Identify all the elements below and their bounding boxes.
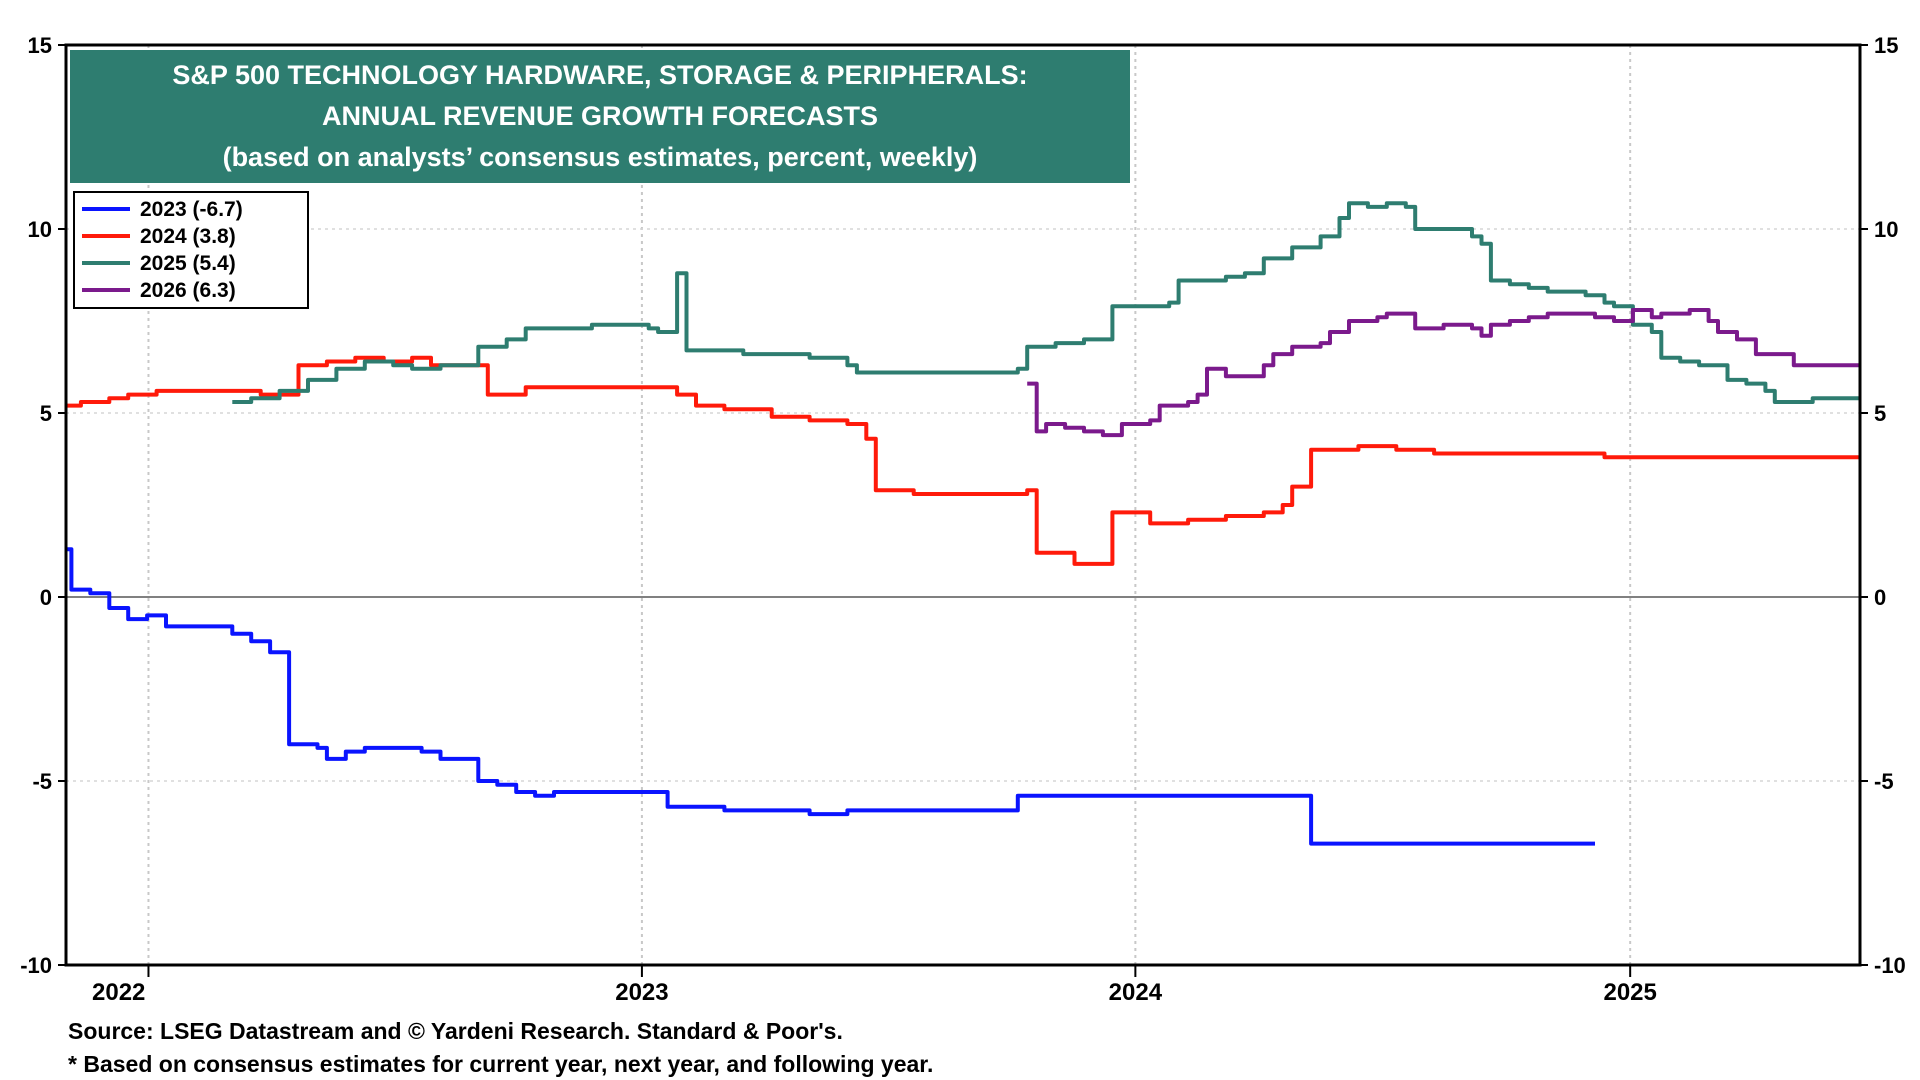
x-tick-label: 2024 (1109, 979, 1163, 1006)
x-tick-label: 2023 (615, 979, 668, 1006)
y-tick-label-left: -10 (20, 953, 52, 978)
source-note: Source: LSEG Datastream and © Yardeni Re… (68, 1018, 843, 1044)
series-layer (66, 201, 1860, 846)
y-tick-label-left: 10 (28, 217, 52, 242)
y-tick-label-right: 5 (1874, 401, 1886, 426)
legend-label-4: 2026 (6.3) (140, 279, 236, 302)
y-tick-label-right: 0 (1874, 585, 1886, 610)
legend: 2023 (-6.7) 2024 (3.8) 2025 (5.4) 2026 (6.3… (73, 191, 309, 309)
series-line-1 (66, 547, 1595, 846)
series-line-4 (1027, 308, 1860, 438)
grid-layer (66, 45, 1860, 965)
footnote: * Based on consensus estimates for curre… (68, 1051, 934, 1077)
y-tick-label-left: 0 (40, 585, 52, 610)
y-tick-label-right: -5 (1874, 769, 1894, 794)
legend-label-1: 2023 (-6.7) (140, 198, 243, 221)
axis-layer: 2022 2023 2024 2025 15 15 10 10 5 5 0 0 -5 -5 -10 -10 (20, 33, 1906, 1006)
y-tick-label-right: 15 (1874, 33, 1898, 58)
y-tick-label-right: 10 (1874, 217, 1898, 242)
x-tick-label: 2022 (92, 979, 145, 1006)
plot-frame (64, 43, 1862, 967)
legend-label-2: 2024 (3.8) (140, 225, 236, 248)
series-line-2 (66, 355, 1860, 566)
y-tick-label-left: 5 (40, 401, 52, 426)
chart-title-line: S&P 500 TECHNOLOGY HARDWARE, STORAGE & P… (172, 60, 1027, 90)
chart-title-line: ANNUAL REVENUE GROWTH FORECASTS (322, 101, 878, 131)
x-tick-label: 2025 (1603, 979, 1656, 1006)
legend-label-3: 2025 (5.4) (140, 252, 236, 275)
chart-title-box: S&P 500 TECHNOLOGY HARDWARE, STORAGE & P… (70, 50, 1130, 183)
y-tick-label-left: 15 (28, 33, 52, 58)
y-tick-label-left: -5 (32, 769, 52, 794)
title-box-background (70, 50, 1130, 183)
chart-title-line: (based on analysts’ consensus estimates,… (223, 142, 978, 172)
y-tick-label-right: -10 (1874, 953, 1906, 978)
